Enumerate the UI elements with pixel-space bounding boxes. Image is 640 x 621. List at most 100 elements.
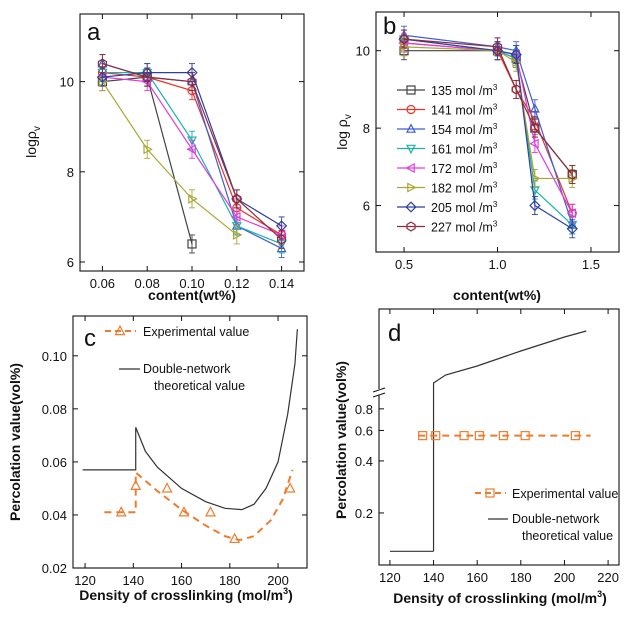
panel-b-xlabel: content(wt%) <box>453 287 541 303</box>
panel-b-legend-label-text: 154 mol /m <box>431 123 493 137</box>
y-tick-label: 8 <box>363 121 370 136</box>
panel-a-data-point <box>275 229 286 240</box>
x-tick-label: 0.12 <box>224 276 249 291</box>
panel-b-legend-label: 154 mol /m3 <box>431 122 498 137</box>
x-tick-label: 140 <box>122 573 144 588</box>
panel-c-xlabel-main: Density of crosslinking (mol/m <box>79 587 283 603</box>
x-tick-label: 120 <box>74 573 96 588</box>
panel-c-data-point <box>130 479 142 490</box>
panel-a-data-point <box>186 144 196 155</box>
y-tick-label: 10 <box>356 44 370 59</box>
panel-b-legend-marker <box>406 85 416 95</box>
panel-c-data-point <box>115 506 127 517</box>
panel-b-data-point <box>530 123 540 134</box>
x-tick-label: 220 <box>597 570 619 585</box>
panel-a-data-point <box>98 76 109 87</box>
panel-a-data-point <box>96 71 109 83</box>
panel-d-ylabel: Percolation value(vol%) <box>333 361 349 519</box>
panel-b-legend-label: 141 mol /m3 <box>431 103 498 118</box>
panel-b-legend-label-text: 161 mol /m <box>431 143 493 157</box>
panel-d-legend-label: Double-network <box>512 512 600 526</box>
panel-d-xlabel-end: ) <box>602 590 607 606</box>
panel-b-legend-label: 135 mol /m3 <box>431 83 498 98</box>
panel-c-data-point <box>284 482 296 493</box>
panel-b-legend-label: 182 mol /m3 <box>431 181 498 196</box>
panel-d-data-point <box>570 431 580 441</box>
panel-b-legend-marker <box>406 221 416 232</box>
panel-b-legend-label-sup: 3 <box>493 161 498 170</box>
panel-c-theory-line <box>82 329 298 511</box>
panel-a-data-point <box>141 76 151 87</box>
panel-a-ylabel-main: logρ <box>23 131 39 158</box>
y-tick-label: 8 <box>67 165 74 180</box>
y-tick-label: 0.8 <box>355 402 373 417</box>
panel-b-data-point <box>400 41 410 52</box>
panel-b-data-point <box>511 84 521 95</box>
panel-d-data-point <box>498 431 508 441</box>
x-tick-label: 0.5 <box>395 257 413 272</box>
panel-a-ylabel-sub: v <box>32 126 43 131</box>
panel-d-frame <box>378 308 620 566</box>
panel-c-data-point <box>205 506 216 517</box>
y-tick-label: 10 <box>60 75 74 90</box>
x-tick-label: 0.10 <box>179 276 204 291</box>
panel-a: a 0.06 0.08 0.10 0.12 0.14 6 8 10 logρv content… <box>23 13 305 303</box>
panel-a-letter: a <box>87 19 101 46</box>
panel-b-legend-label-text: 141 mol /m <box>431 104 493 118</box>
panel-b-legend-marker <box>406 104 416 115</box>
panel-d-axis-break <box>372 392 386 398</box>
panel-c: c 120 140 160 180 200 0.02 0.04 0.06 0.08 0.10 Ex… <box>7 315 308 603</box>
panel-b-data-point <box>399 33 409 45</box>
panel-a-data-point <box>187 239 197 249</box>
y-tick-label: 0.2 <box>355 506 373 521</box>
panel-b-legend-label: 227 mol /m3 <box>431 220 498 235</box>
panel-a-data-point <box>232 193 242 204</box>
x-tick-label: 120 <box>379 570 401 585</box>
panel-a-xlabel: content(wt%) <box>148 287 236 303</box>
panel-b-data-point <box>510 48 522 61</box>
panel-c-legend-label: Double-network <box>143 362 231 376</box>
panel-a-data-point <box>187 136 197 146</box>
x-tick-label: 0.14 <box>269 276 294 291</box>
y-tick-label: 0.06 <box>42 455 67 470</box>
y-tick-label: 0.4 <box>355 454 373 469</box>
panel-a-data-point <box>233 229 243 240</box>
panel-b-legend-marker <box>405 163 415 173</box>
panel-c-legend-marker <box>114 324 126 336</box>
panel-b-data-point <box>398 37 408 48</box>
y-tick-label: 0.04 <box>42 508 67 523</box>
panel-b-legend-label-sup: 3 <box>493 200 498 209</box>
panel-d: d 120 140 160 180 200 220 0.2 0.4 0.6 0.8 Experim… <box>333 308 620 606</box>
panel-b-ylabel: log ρv <box>334 114 354 150</box>
panel-b-legend-marker <box>407 182 417 193</box>
panel-b-legend-label-text: 205 mol /m <box>431 201 493 215</box>
panel-d-data-point <box>474 431 484 441</box>
panel-c-xlabel-end: ) <box>288 587 293 603</box>
panel-c-data-point <box>178 506 190 517</box>
panel-a-data-point <box>231 211 241 222</box>
panel-d-xlabel: Density of crosslinking (mol/m3) <box>393 589 607 606</box>
panel-c-ylabel: Percolation value(vol%) <box>7 363 23 521</box>
panel-b-legend-marker <box>406 123 416 133</box>
panel-a-data-point <box>143 144 153 155</box>
panel-c-legend-label: Experimental value <box>143 325 249 339</box>
panel-b-legend-marker <box>406 144 416 155</box>
x-tick-label: 180 <box>510 570 532 585</box>
y-tick-label: 6 <box>363 199 370 214</box>
x-tick-label: 180 <box>219 573 241 588</box>
panel-d-theory-line-high <box>432 330 587 552</box>
x-tick-label: 0.08 <box>135 276 160 291</box>
panel-b-data-point <box>529 199 541 212</box>
panel-b-legend-label-text: 135 mol /m <box>431 84 493 98</box>
y-tick-label: 0.6 <box>355 423 373 438</box>
panel-c-frame <box>72 315 308 569</box>
x-tick-label: 200 <box>554 570 576 585</box>
panel-b-data-point <box>568 173 578 184</box>
x-tick-label: 0.06 <box>90 276 115 291</box>
panel-b-data-point <box>529 138 539 149</box>
panel-a-data-point <box>97 58 108 69</box>
panel-b-legend-label-sup: 3 <box>493 220 498 229</box>
panel-b-legend-label-sup: 3 <box>493 122 498 131</box>
x-tick-label: 140 <box>423 570 445 585</box>
